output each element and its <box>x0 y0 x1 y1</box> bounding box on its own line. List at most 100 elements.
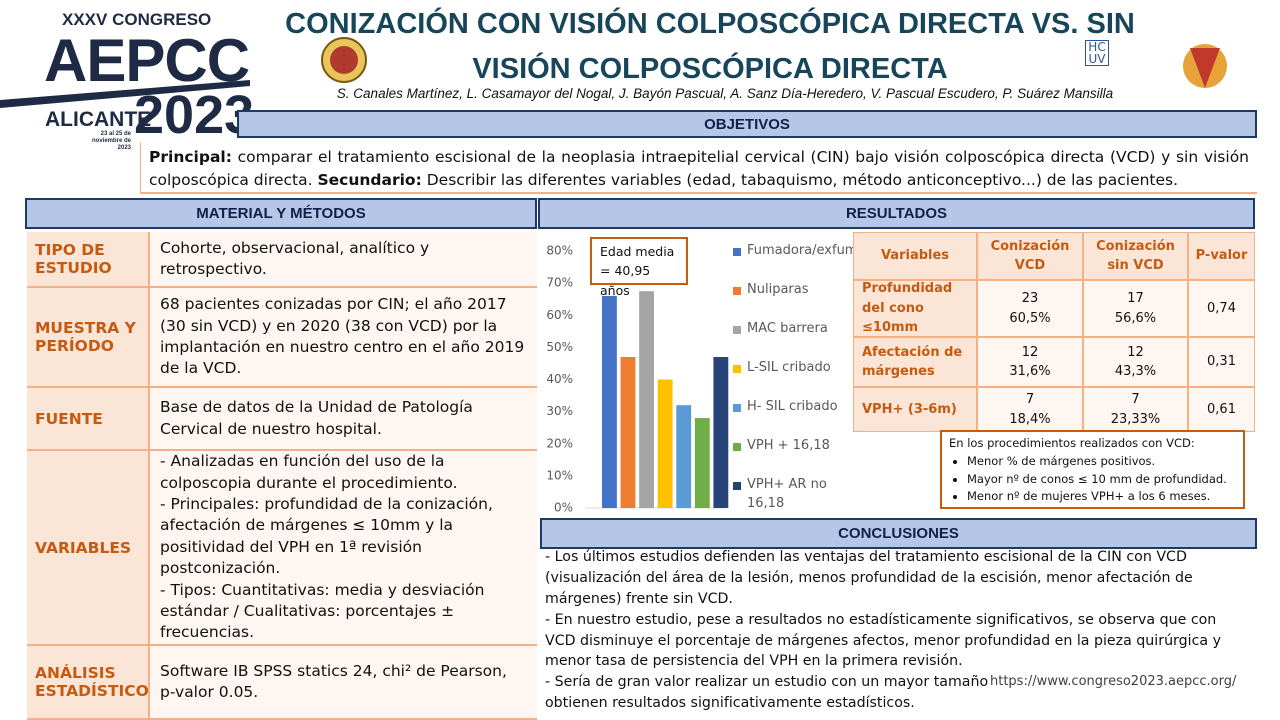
table-header-cell: P-valor <box>1188 232 1255 280</box>
congress-logo: XXXV CONGRESO AEPCC ALICANTE 2023 23 al … <box>0 0 254 152</box>
section-heading: CONCLUSIONES <box>540 518 1257 549</box>
results-table: Variables Conización VCD Conización sin VC… <box>853 232 1255 432</box>
table-header-cell: Conización sin VCD <box>1083 232 1188 280</box>
y-tick-label: 70% <box>546 276 573 290</box>
text: Describir las diferentes variables (edad… <box>426 171 1179 190</box>
row-line: Cohorte, observacional, analítico y retr… <box>160 238 430 278</box>
table-cell: 12 43,3% <box>1083 337 1188 387</box>
note-list: Menor % de márgenes positivos.Mayor nº d… <box>949 453 1236 506</box>
row-line: Software IB SPSS statics 24, chi² de Pea… <box>160 661 507 701</box>
note-item: Menor % de márgenes positivos. <box>967 453 1236 471</box>
row-label: VARIABLES <box>27 451 148 646</box>
table-cell: 7 18,4% <box>977 387 1083 432</box>
table-cell: 7 23,33% <box>1083 387 1188 432</box>
table-cell: 17 56,6% <box>1083 280 1188 337</box>
row-line: - Principales: profundidad de la conizac… <box>160 495 493 578</box>
logo-stripe <box>0 80 250 108</box>
legend-label: Fumadora/exfumadora <box>747 243 895 258</box>
chart-annotation: Edad media = 40,95 años <box>590 237 688 298</box>
row-line: Base de datos de la Unidad de Patología … <box>160 398 473 438</box>
logo-city: ALICANTE <box>45 108 152 131</box>
legend-label: L-SIL cribado <box>747 360 831 375</box>
results-note: En los procedimientos realizados con VCD… <box>940 430 1245 509</box>
partner-logo: HC UV <box>1085 40 1109 66</box>
legend-label: MAC barrera <box>747 321 828 336</box>
legend-swatch <box>733 326 741 334</box>
logo-year: 2023 <box>134 85 255 145</box>
society-logo <box>1183 44 1227 88</box>
y-tick-label: 50% <box>546 340 573 354</box>
legend-swatch <box>733 287 741 295</box>
row-value: - Analizadas en función del uso de la co… <box>148 451 537 646</box>
legend-swatch <box>733 443 741 451</box>
y-tick-label: 10% <box>546 468 573 482</box>
y-tick-label: 20% <box>546 436 573 450</box>
table-cell: Profundidad del cono ≤10mm <box>853 280 977 337</box>
section-heading: MATERIAL Y MÉTODOS <box>25 198 537 229</box>
conclusions-text: - Los últimos estudios defienden las ven… <box>545 547 1245 714</box>
bar <box>657 379 673 508</box>
legend-label: Nuliparas <box>747 282 809 297</box>
row-line: 68 pacientes conizadas por CIN; el año 2… <box>160 295 525 378</box>
legend-swatch <box>733 404 741 412</box>
table-header-cell: Conización VCD <box>977 232 1083 280</box>
legend-swatch <box>733 248 741 256</box>
conclusion-paragraph: - Los últimos estudios defienden las ven… <box>545 549 1193 607</box>
methods-table: TIPO DE ESTUDIO Cohorte, observacional, a… <box>27 232 537 720</box>
university-seal <box>321 37 367 83</box>
y-tick-label: 80% <box>546 244 573 258</box>
bar <box>602 295 617 508</box>
poster-title: CONIZACIÓN CON VISIÓN COLPOSCÓPICA DIREC… <box>285 8 1135 85</box>
table-cell: 0,74 <box>1188 280 1255 337</box>
chart-plot: 0% 10% 20% 30% 40% 50% 60% 70% 80% <box>546 244 741 515</box>
label: Principal: <box>149 148 232 166</box>
note-item: Mayor nº de conos ≤ 10 mm de profundidad… <box>967 471 1236 489</box>
section-heading: OBJETIVOS <box>237 110 1257 138</box>
bar <box>694 418 710 508</box>
conclusion-paragraph: - En nuestro estudio, pese a resultados … <box>545 611 1221 670</box>
row-label: ANÁLISIS ESTADÍSTICO <box>27 646 149 720</box>
table-cell: 0,61 <box>1188 387 1255 432</box>
y-tick-label: 40% <box>546 372 573 386</box>
bar <box>676 405 692 508</box>
bar <box>639 291 654 508</box>
y-tick-label: 0% <box>554 501 573 515</box>
table-cell: 23 60,5% <box>977 280 1083 337</box>
row-value: Software IB SPSS statics 24, chi² de Pea… <box>148 646 537 720</box>
y-tick-label: 60% <box>546 308 573 322</box>
row-label: MUESTRA Y PERÍODO <box>27 288 148 388</box>
legend-label: VPH + 16,18 <box>747 438 830 453</box>
row-label: TIPO DE ESTUDIO <box>27 232 148 288</box>
table-cell: VPH+ (3-6m) <box>853 387 977 432</box>
authors: S. Canales Martínez, L. Casamayor del No… <box>336 86 1114 101</box>
bar <box>620 357 636 508</box>
legend-swatch <box>733 365 741 373</box>
logo-dates: 23 al 25 de noviembre de 2023 <box>91 131 131 152</box>
table-cell: 0,31 <box>1188 337 1255 387</box>
row-line: - Tipos: Cuantitativas: media y desviaci… <box>160 580 485 642</box>
footer-url[interactable]: https://www.congreso2023.aepcc.org/ <box>990 674 1237 689</box>
table-cell: 12 31,6% <box>977 337 1083 387</box>
logo-edition: XXXV CONGRESO <box>62 10 212 29</box>
chart: 0% 10% 20% 30% 40% 50% 60% 70% 80% Edad media = … <box>540 232 895 517</box>
text: comparar el tratamiento escisional de la… <box>149 148 1249 190</box>
label: Secundario: <box>317 171 422 190</box>
row-label: FUENTE <box>27 388 148 451</box>
objetivos-text: Principal: comparar el tratamiento escis… <box>140 142 1257 194</box>
legend-label: H- SIL cribado <box>747 399 838 414</box>
table-header-cell: Variables <box>853 232 977 280</box>
y-tick-label: 30% <box>546 404 573 418</box>
legend-swatch <box>733 482 741 490</box>
section-heading: RESULTADOS <box>538 198 1255 229</box>
row-value: Cohorte, observacional, analítico y retr… <box>148 232 537 288</box>
note-intro: En los procedimientos realizados con VCD… <box>949 436 1195 450</box>
note-item: Menor nº de mujeres VPH+ a los 6 meses. <box>967 488 1236 506</box>
table-cell: Afectación de márgenes <box>853 337 977 387</box>
row-value: Base de datos de la Unidad de Patología … <box>148 388 537 451</box>
bar <box>713 357 729 508</box>
row-value: 68 pacientes conizadas por CIN; el año 2… <box>148 288 537 388</box>
row-line: - Analizadas en función del uso de la co… <box>160 452 458 492</box>
legend-label: VPH+ AR no 16,18 <box>747 477 827 511</box>
